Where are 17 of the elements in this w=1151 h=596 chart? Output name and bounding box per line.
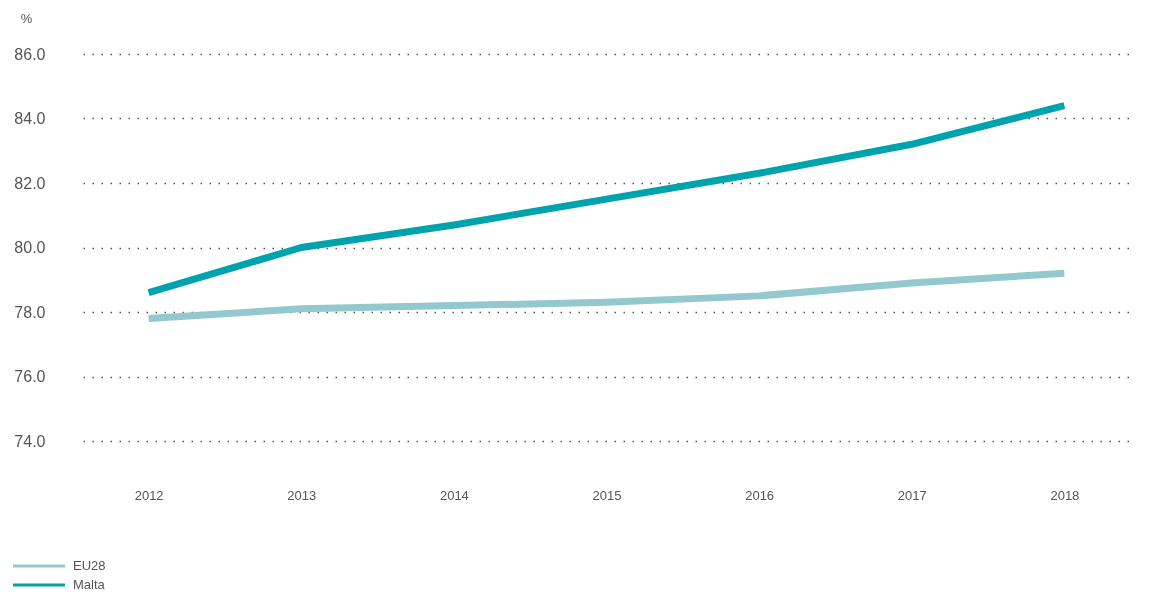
y-tick-label: 84.0 xyxy=(14,110,46,127)
x-tick-label: 2017 xyxy=(897,487,927,503)
y-tick-label: 82.0 xyxy=(14,174,46,192)
y-tick-label: 78.0 xyxy=(14,303,46,321)
y-tick-label: 80.0 xyxy=(14,239,46,256)
y-tick-label: 74.0 xyxy=(14,432,46,450)
x-tick-label: 2013 xyxy=(287,487,317,503)
x-tick-label: 2016 xyxy=(745,487,775,503)
x-tick-label: 2014 xyxy=(439,487,469,503)
legend-label: EU28 xyxy=(73,558,106,573)
x-tick-label: 2012 xyxy=(134,487,164,503)
x-tick-label: 2018 xyxy=(1050,487,1080,503)
legend-label: Malta xyxy=(73,577,106,592)
y-axis-title: % xyxy=(20,10,33,26)
x-tick-label: 2015 xyxy=(592,487,622,503)
y-tick-label: 86.0 xyxy=(14,45,46,63)
y-tick-label: 76.0 xyxy=(14,368,46,385)
